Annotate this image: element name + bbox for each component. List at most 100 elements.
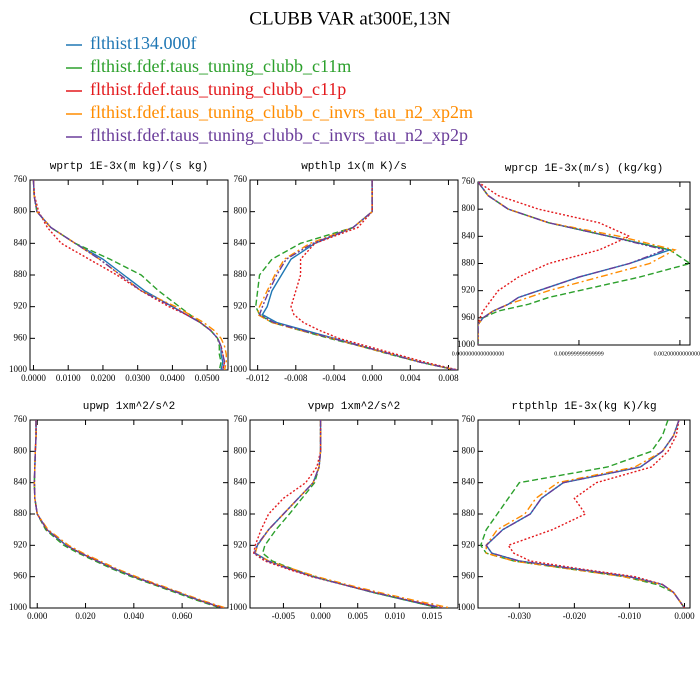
- x-tick-label: -0.030: [508, 611, 532, 621]
- panel: wprcp 1E-3x(m/s) (kg/kg) 760 800 840 880 920 9…: [452, 163, 700, 357]
- x-tick-label: 0.0300: [125, 373, 150, 383]
- x-tick-label: 0.015: [422, 611, 443, 621]
- series-line: [32, 180, 224, 370]
- y-tick-label: 840: [14, 477, 28, 487]
- x-tick-label: 0.000: [310, 611, 331, 621]
- series-line: [33, 420, 224, 608]
- x-tick-label: 0.000: [362, 373, 383, 383]
- y-tick-label: 960: [462, 571, 476, 581]
- x-tick-label: 0.0020000000000000: [654, 351, 700, 357]
- series-line: [33, 420, 221, 608]
- series-line: [485, 420, 686, 608]
- y-tick-label: 800: [462, 445, 476, 455]
- series-line: [261, 180, 457, 370]
- legend-label: flthist.fdef.taus_tuning_clubb_c11m: [90, 56, 351, 76]
- figure-title: CLUBB VAR at300E,13N: [249, 8, 451, 29]
- series-line: [479, 420, 686, 608]
- y-tick-label: 960: [462, 312, 476, 322]
- series-line: [32, 180, 227, 370]
- y-tick-label: 920: [234, 301, 248, 311]
- y-tick-label: 800: [234, 206, 248, 216]
- y-tick-label: 920: [14, 539, 28, 549]
- x-tick-label: 0.0400: [160, 373, 185, 383]
- x-tick-label: 0.000: [674, 611, 695, 621]
- series-line: [478, 182, 690, 345]
- y-tick-label: 960: [234, 332, 248, 342]
- x-tick-label: 0.005: [348, 611, 369, 621]
- series-line: [33, 420, 224, 608]
- x-tick-label: 0.000: [27, 611, 48, 621]
- x-tick-label: 0.008: [438, 373, 459, 383]
- x-tick-label: 0.010: [385, 611, 406, 621]
- x-tick-label: 0.0500: [195, 373, 220, 383]
- y-tick-label: 1000: [229, 364, 248, 374]
- panel-title: wprtp 1E-3x(m kg)/(s kg): [50, 161, 208, 173]
- series-line: [32, 180, 226, 370]
- x-tick-label: 0.0000: [21, 373, 46, 383]
- series-line: [485, 420, 686, 608]
- y-tick-label: 1000: [457, 602, 476, 612]
- panel: rtpthlp 1E-3x(kg K)/kg 760 800 840 880 920 960…: [457, 401, 695, 621]
- panel-title: upwp 1xm^2/s^2: [83, 401, 175, 413]
- y-tick-label: 760: [14, 414, 28, 424]
- series-line: [478, 182, 632, 345]
- x-tick-label: 0.060: [172, 611, 193, 621]
- series-line: [478, 182, 673, 345]
- x-tick-label: 0.040: [124, 611, 145, 621]
- x-tick-label: -0.008: [284, 373, 308, 383]
- y-tick-label: 920: [234, 539, 248, 549]
- y-tick-label: 880: [462, 508, 476, 518]
- legend-label: flthist134.000f: [90, 33, 197, 53]
- y-tick-label: 840: [234, 237, 248, 247]
- y-tick-label: 760: [234, 174, 248, 184]
- y-tick-label: 800: [462, 203, 476, 213]
- legend-label: flthist.fdef.taus_tuning_clubb_c11p: [90, 79, 346, 99]
- series-line: [261, 420, 440, 608]
- y-tick-label: 760: [14, 174, 28, 184]
- series-line: [290, 180, 458, 370]
- y-tick-label: 880: [234, 508, 248, 518]
- series-line: [254, 420, 451, 608]
- legend-label: flthist.fdef.taus_tuning_clubb_c_invrs_t…: [90, 125, 468, 145]
- series-line: [507, 420, 686, 608]
- x-tick-label: -0.012: [246, 373, 269, 383]
- y-tick-label: 760: [234, 414, 248, 424]
- y-tick-label: 800: [234, 445, 248, 455]
- y-tick-label: 880: [462, 258, 476, 268]
- x-tick-label: -0.005: [272, 611, 296, 621]
- legend-label: flthist.fdef.taus_tuning_clubb_c_invrs_t…: [90, 102, 473, 122]
- y-tick-label: 960: [234, 571, 248, 581]
- panel-title: rtpthlp 1E-3x(kg K)/kg: [511, 401, 656, 413]
- y-tick-label: 880: [14, 269, 28, 279]
- y-tick-label: 760: [462, 176, 476, 186]
- y-tick-label: 880: [234, 269, 248, 279]
- series-line: [33, 420, 226, 608]
- x-tick-label: 0.0200: [91, 373, 116, 383]
- y-tick-label: 1000: [229, 602, 248, 612]
- x-tick-label: 0.000999999999999: [554, 351, 604, 357]
- panel: vpwp 1xm^2/s^2 760 800 840 880 920 960 1000 -0.0…: [229, 401, 459, 621]
- series-line: [485, 420, 686, 608]
- y-tick-label: 760: [462, 414, 476, 424]
- panel-title: vpwp 1xm^2/s^2: [308, 401, 400, 413]
- panel: wprtp 1E-3x(m kg)/(s kg) 760 800 840 880 920 9…: [9, 161, 229, 383]
- panel-title: wpthlp 1x(m K)/s: [301, 161, 407, 173]
- plot-frame: [29, 419, 229, 609]
- x-tick-label: -0.004: [322, 373, 346, 383]
- series-line: [258, 180, 457, 370]
- y-tick-label: 920: [462, 285, 476, 295]
- series-line: [252, 420, 444, 608]
- y-tick-label: 920: [462, 539, 476, 549]
- panel: wpthlp 1x(m K)/s7608008408809209601000-0…: [229, 161, 459, 383]
- plot-frame: [29, 179, 229, 371]
- y-tick-label: 1000: [9, 364, 28, 374]
- plot-frame: [477, 181, 691, 346]
- y-tick-label: 1000: [457, 339, 476, 349]
- x-tick-label: -0.020: [563, 611, 587, 621]
- x-tick-label: 0.0000000000000000: [452, 351, 505, 357]
- panel: upwp 1xm^2/s^2 760 800 840 880 920 960 10000.00…: [9, 401, 229, 621]
- y-tick-label: 840: [234, 477, 248, 487]
- y-tick-label: 920: [14, 301, 28, 311]
- x-tick-label: -0.010: [618, 611, 642, 621]
